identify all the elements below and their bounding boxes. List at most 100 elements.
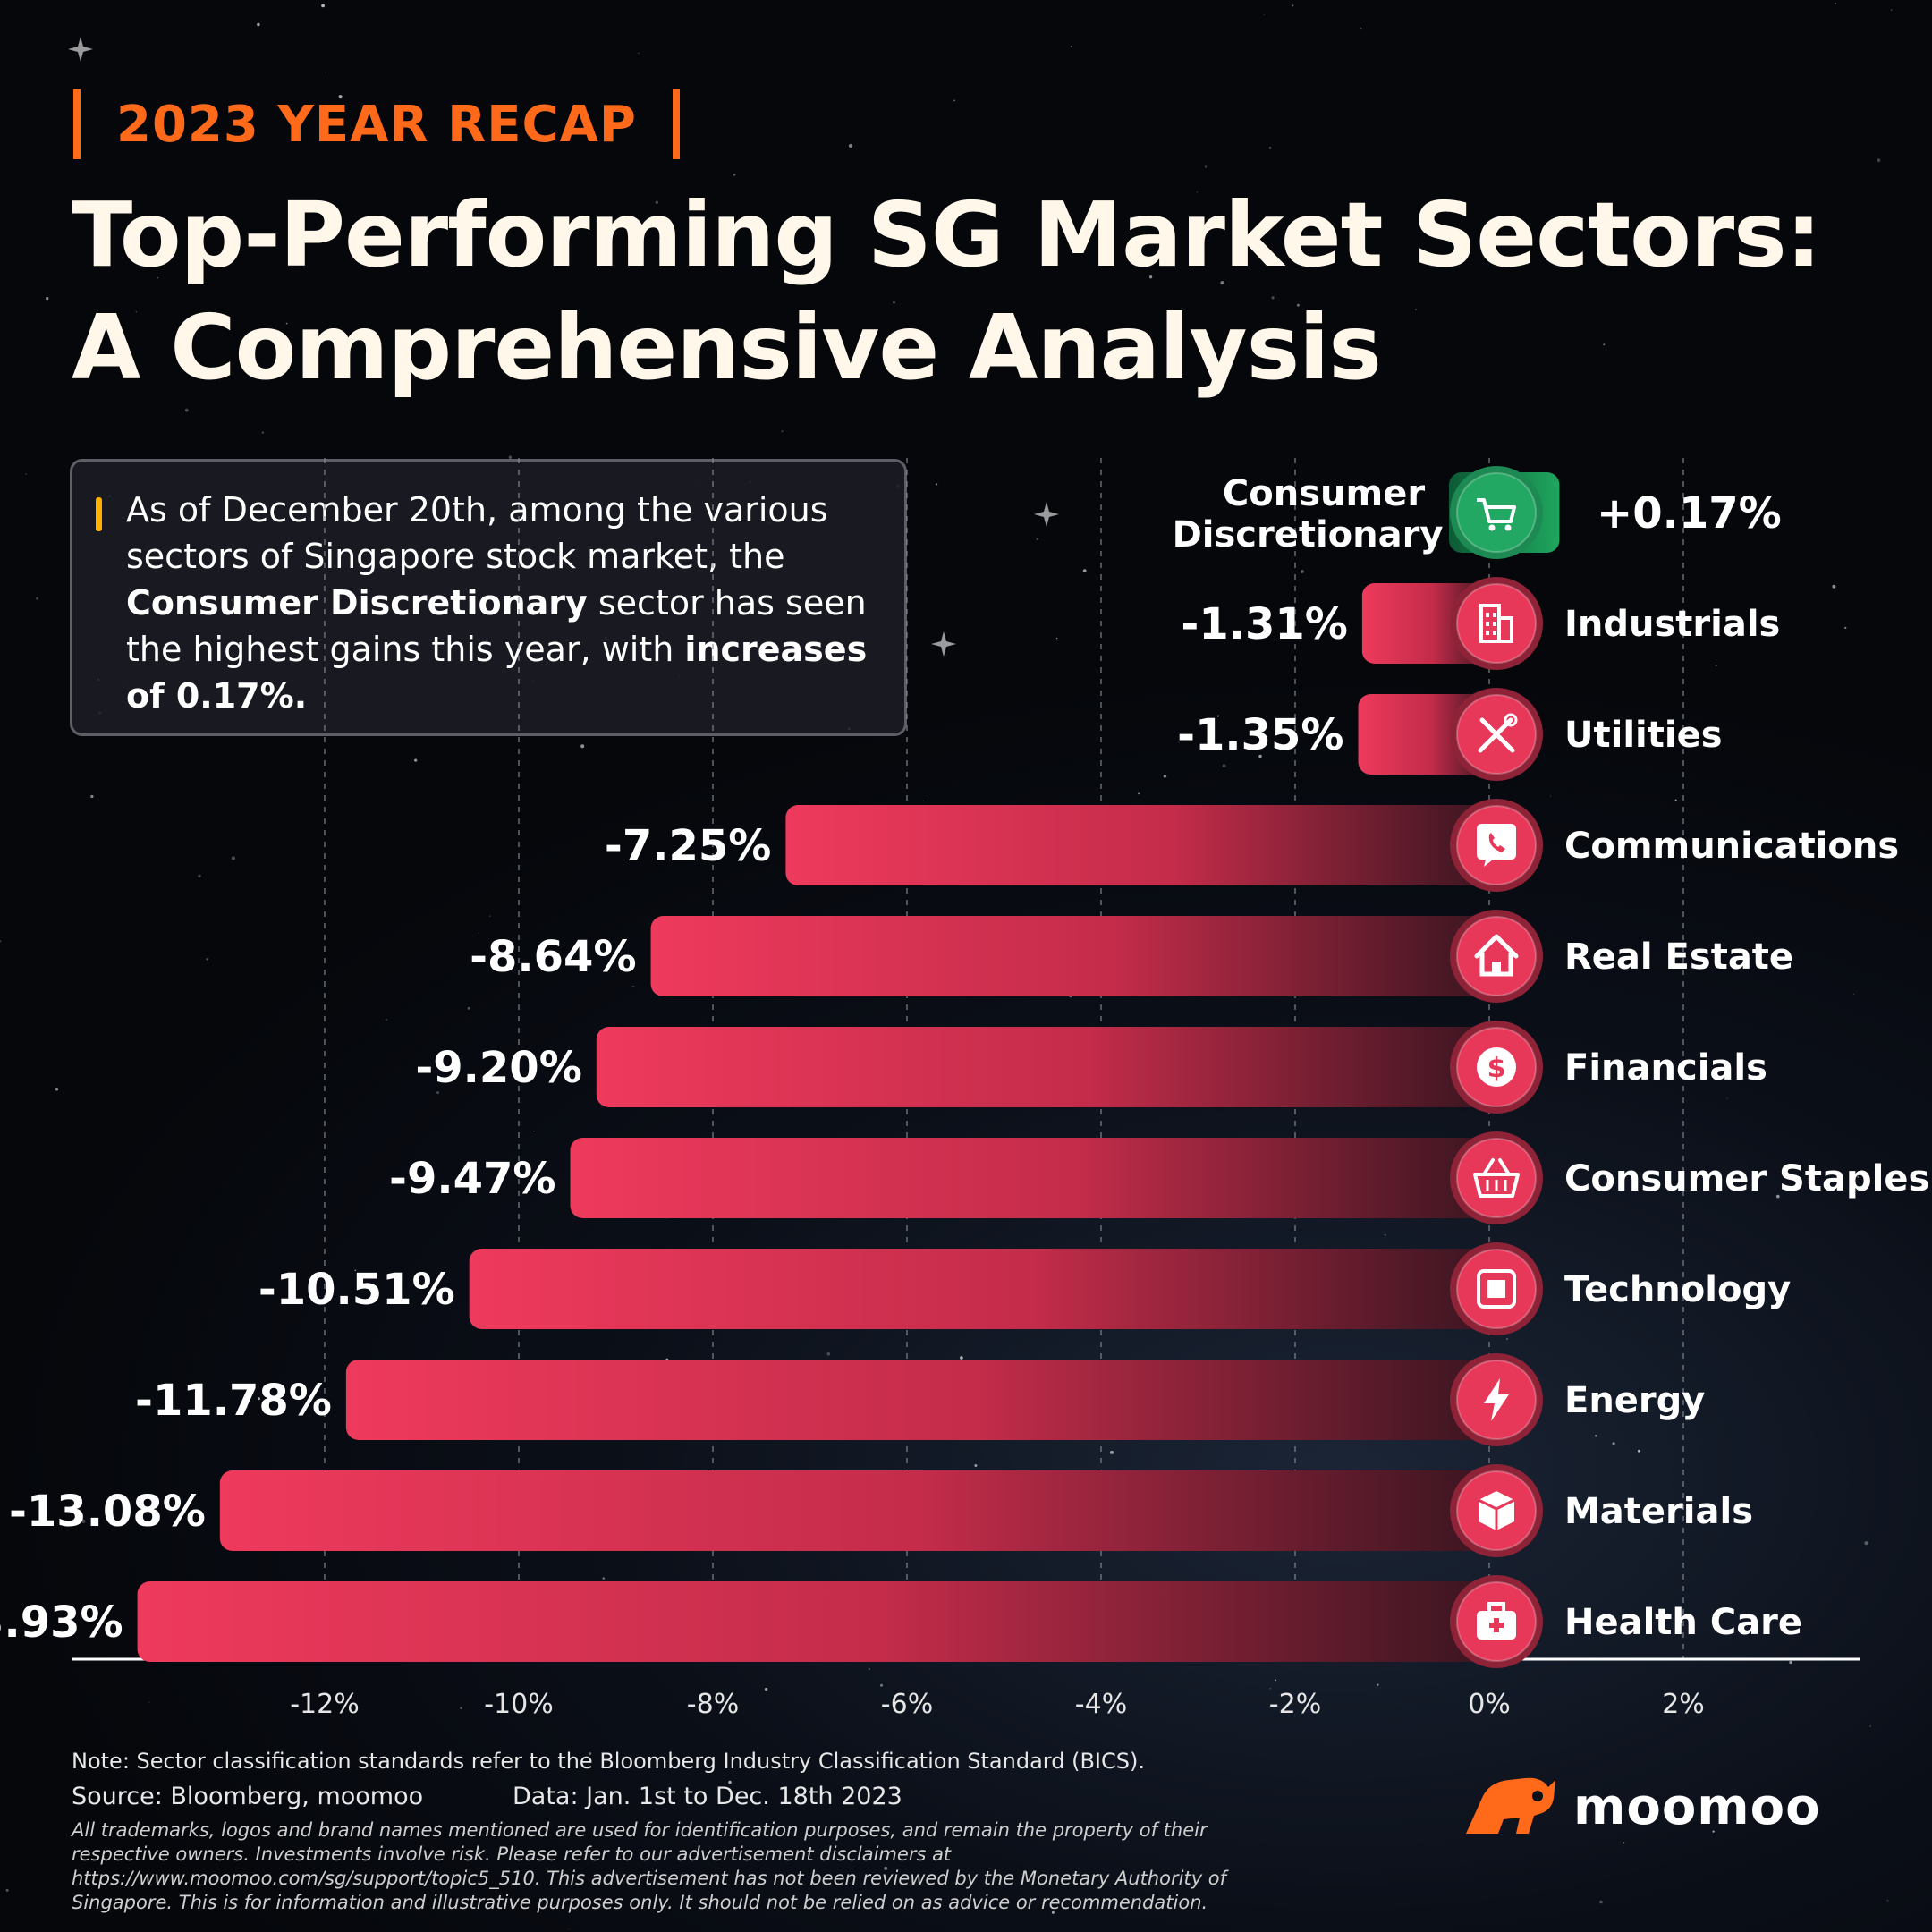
footnote: Note: Sector classification standards re… [72,1749,1145,1774]
star [0,940,2,943]
dollar-coin-icon: $ [1450,1021,1543,1114]
star [1196,191,1198,193]
data-range-text: Data: Jan. 1st to Dec. 18th 2023 [513,1783,902,1810]
star [1775,1194,1780,1199]
x-tick-label: -2% [1269,1689,1321,1720]
value-label: -10.51% [258,1265,455,1315]
star [508,455,513,460]
star [148,1701,150,1703]
x-tick-label: -12% [290,1689,360,1720]
category-label: Consumer Staples [1564,1158,1929,1199]
star [1275,1679,1277,1682]
x-tick-label: -6% [881,1689,933,1720]
star [1220,281,1224,285]
star [580,744,585,749]
star [514,1847,516,1849]
value-label: -11.78% [135,1376,332,1426]
summary-text-1: As of December 20th, among the various s… [126,490,828,576]
star [46,296,49,301]
bar [469,1249,1489,1329]
x-tick-label: -10% [484,1689,554,1720]
star [1622,1842,1625,1844]
disclaimer-text: All trademarks, logos and brand names me… [72,1819,1227,1913]
star [632,985,634,987]
star [1637,1449,1640,1453]
star [285,322,288,325]
star [1595,1434,1597,1437]
bar [570,1138,1489,1218]
star [953,99,955,102]
value-label: -13.93% [0,1597,123,1648]
bar [219,1470,1489,1551]
star [733,174,736,176]
bar-row: -8.64% Real Estate [470,910,1793,1003]
star [1296,303,1300,307]
phone-chat-icon [1450,799,1543,892]
sparkle-star [931,631,956,657]
star [1109,1450,1114,1454]
star [1377,1683,1379,1686]
star [1258,754,1262,758]
star [1036,538,1038,540]
x-tick-label: 0% [1468,1689,1511,1720]
star [55,1088,59,1091]
star [1869,1725,1872,1727]
star [261,431,265,434]
star [327,1902,331,1906]
star [1853,993,1854,995]
star [1715,665,1717,666]
value-label: -9.47% [389,1154,555,1204]
star [184,408,189,412]
star [1163,775,1167,778]
category-label: Materials [1564,1491,1753,1532]
star [1599,1900,1603,1904]
x-tick-label: -8% [687,1689,739,1720]
summary-bold-1: Consumer Discretionary [126,583,588,623]
star [826,1352,831,1356]
star [386,1018,388,1021]
star [1712,1830,1715,1833]
star [414,758,418,762]
star [1603,343,1606,346]
star [893,301,895,304]
star [1216,715,1219,717]
star [90,794,94,799]
star [884,1866,888,1870]
sparkle-star [1034,502,1059,527]
star [463,1832,466,1835]
bar [650,916,1489,996]
star [1178,741,1180,743]
star [1271,296,1275,300]
star [1526,263,1529,265]
star [157,277,159,279]
page-title: Top-Performing SG Market Sectors: A Comp… [72,179,1914,404]
star [935,483,938,486]
value-label: -1.31% [1181,599,1347,649]
star [1832,584,1836,589]
star [1020,1821,1021,1823]
star [243,1405,248,1410]
star [1268,147,1272,149]
star [1612,1442,1615,1445]
category-label: Consumer [1223,473,1425,514]
bar-row: -1.35% Utilities [1177,688,1723,781]
star [960,1356,963,1360]
star [568,1928,570,1930]
sector-bar-chart: -12% -10% -8% -6% -4% -2% 0% 2% +0.17% ConsumerDi… [0,458,1929,1720]
building-icon [1450,577,1543,670]
bar [596,1027,1489,1107]
x-tick-label: 2% [1662,1689,1705,1720]
chip-icon [1450,1242,1543,1335]
moomoo-logo: moomoo [1462,1771,1821,1843]
star [1857,1175,1860,1178]
category-label: Industrials [1564,604,1780,645]
star [848,143,853,148]
star [602,1577,606,1580]
value-label: -1.35% [1177,710,1343,760]
category-label: Communications [1564,826,1899,867]
star [1864,1541,1868,1546]
house-icon [1450,910,1543,1003]
star [338,95,343,99]
star [1204,165,1208,168]
